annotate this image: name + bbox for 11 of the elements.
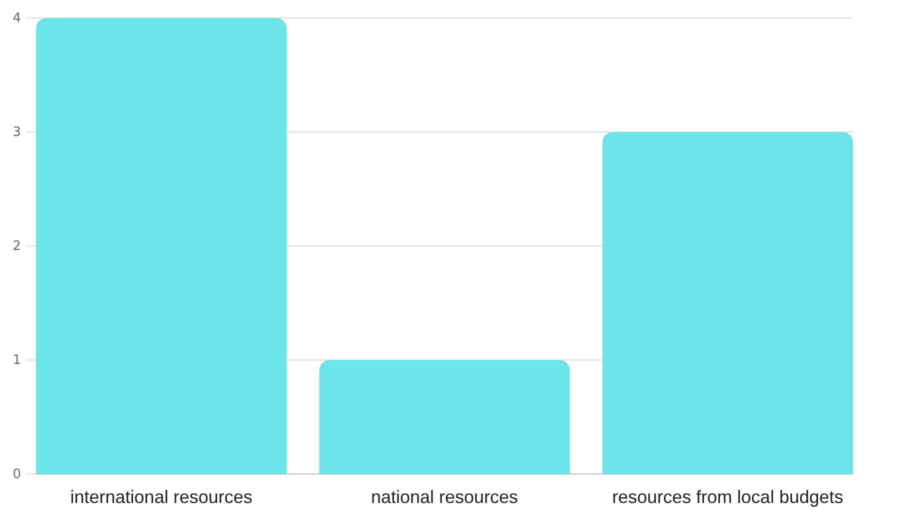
y-tick-label: 2 — [12, 239, 21, 254]
y-tick-label: 1 — [12, 353, 21, 368]
y-tick-label: 0 — [12, 467, 21, 482]
bar — [36, 18, 287, 474]
x-tick-label: resources from local budgets — [612, 486, 844, 507]
bar — [319, 360, 570, 474]
y-tick-label: 3 — [12, 125, 21, 140]
x-tick-label: international resources — [70, 486, 252, 507]
y-tick-label: 4 — [12, 11, 21, 26]
x-tick-label: national resources — [370, 486, 518, 507]
bar — [602, 132, 853, 474]
